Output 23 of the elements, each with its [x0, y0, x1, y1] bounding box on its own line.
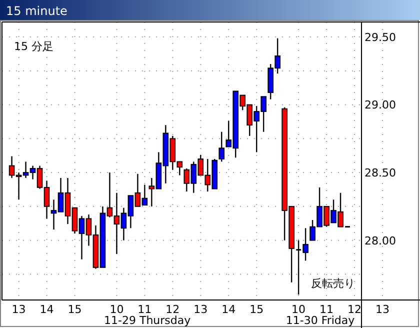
x-tick-label: 14 — [40, 303, 54, 316]
text: 11-30 Friday — [286, 314, 356, 327]
x-tick-label: 13 — [194, 303, 208, 316]
candlestick — [218, 131, 225, 162]
x-tick-label: 12 — [166, 303, 180, 316]
y-tick-label: 28.00 — [364, 234, 396, 248]
x-tick-label: 15 — [250, 303, 264, 316]
y-tick-label: 29.00 — [364, 98, 396, 112]
x-tick-label: 15 — [68, 303, 82, 316]
chart-title: 15 minute — [6, 4, 68, 18]
x-tick-label: 14 — [222, 303, 236, 316]
annotation: 15 分足 — [14, 40, 54, 53]
annotation: 反転売り — [311, 277, 355, 290]
y-tick-label: 29.50 — [364, 30, 396, 44]
x-tick-label: 13 — [12, 303, 26, 316]
x-tick-label: 11 — [138, 303, 152, 316]
x-tick-label: 13 — [375, 303, 390, 316]
x-tick-label: 10 — [110, 303, 124, 316]
text: 11-29 Thursday — [104, 314, 192, 327]
y-tick-label: 28.50 — [364, 166, 396, 180]
x-tick-label: 11 — [320, 303, 334, 316]
x-tick-label: 12 — [348, 303, 362, 316]
x-tick-label: 10 — [292, 303, 306, 316]
